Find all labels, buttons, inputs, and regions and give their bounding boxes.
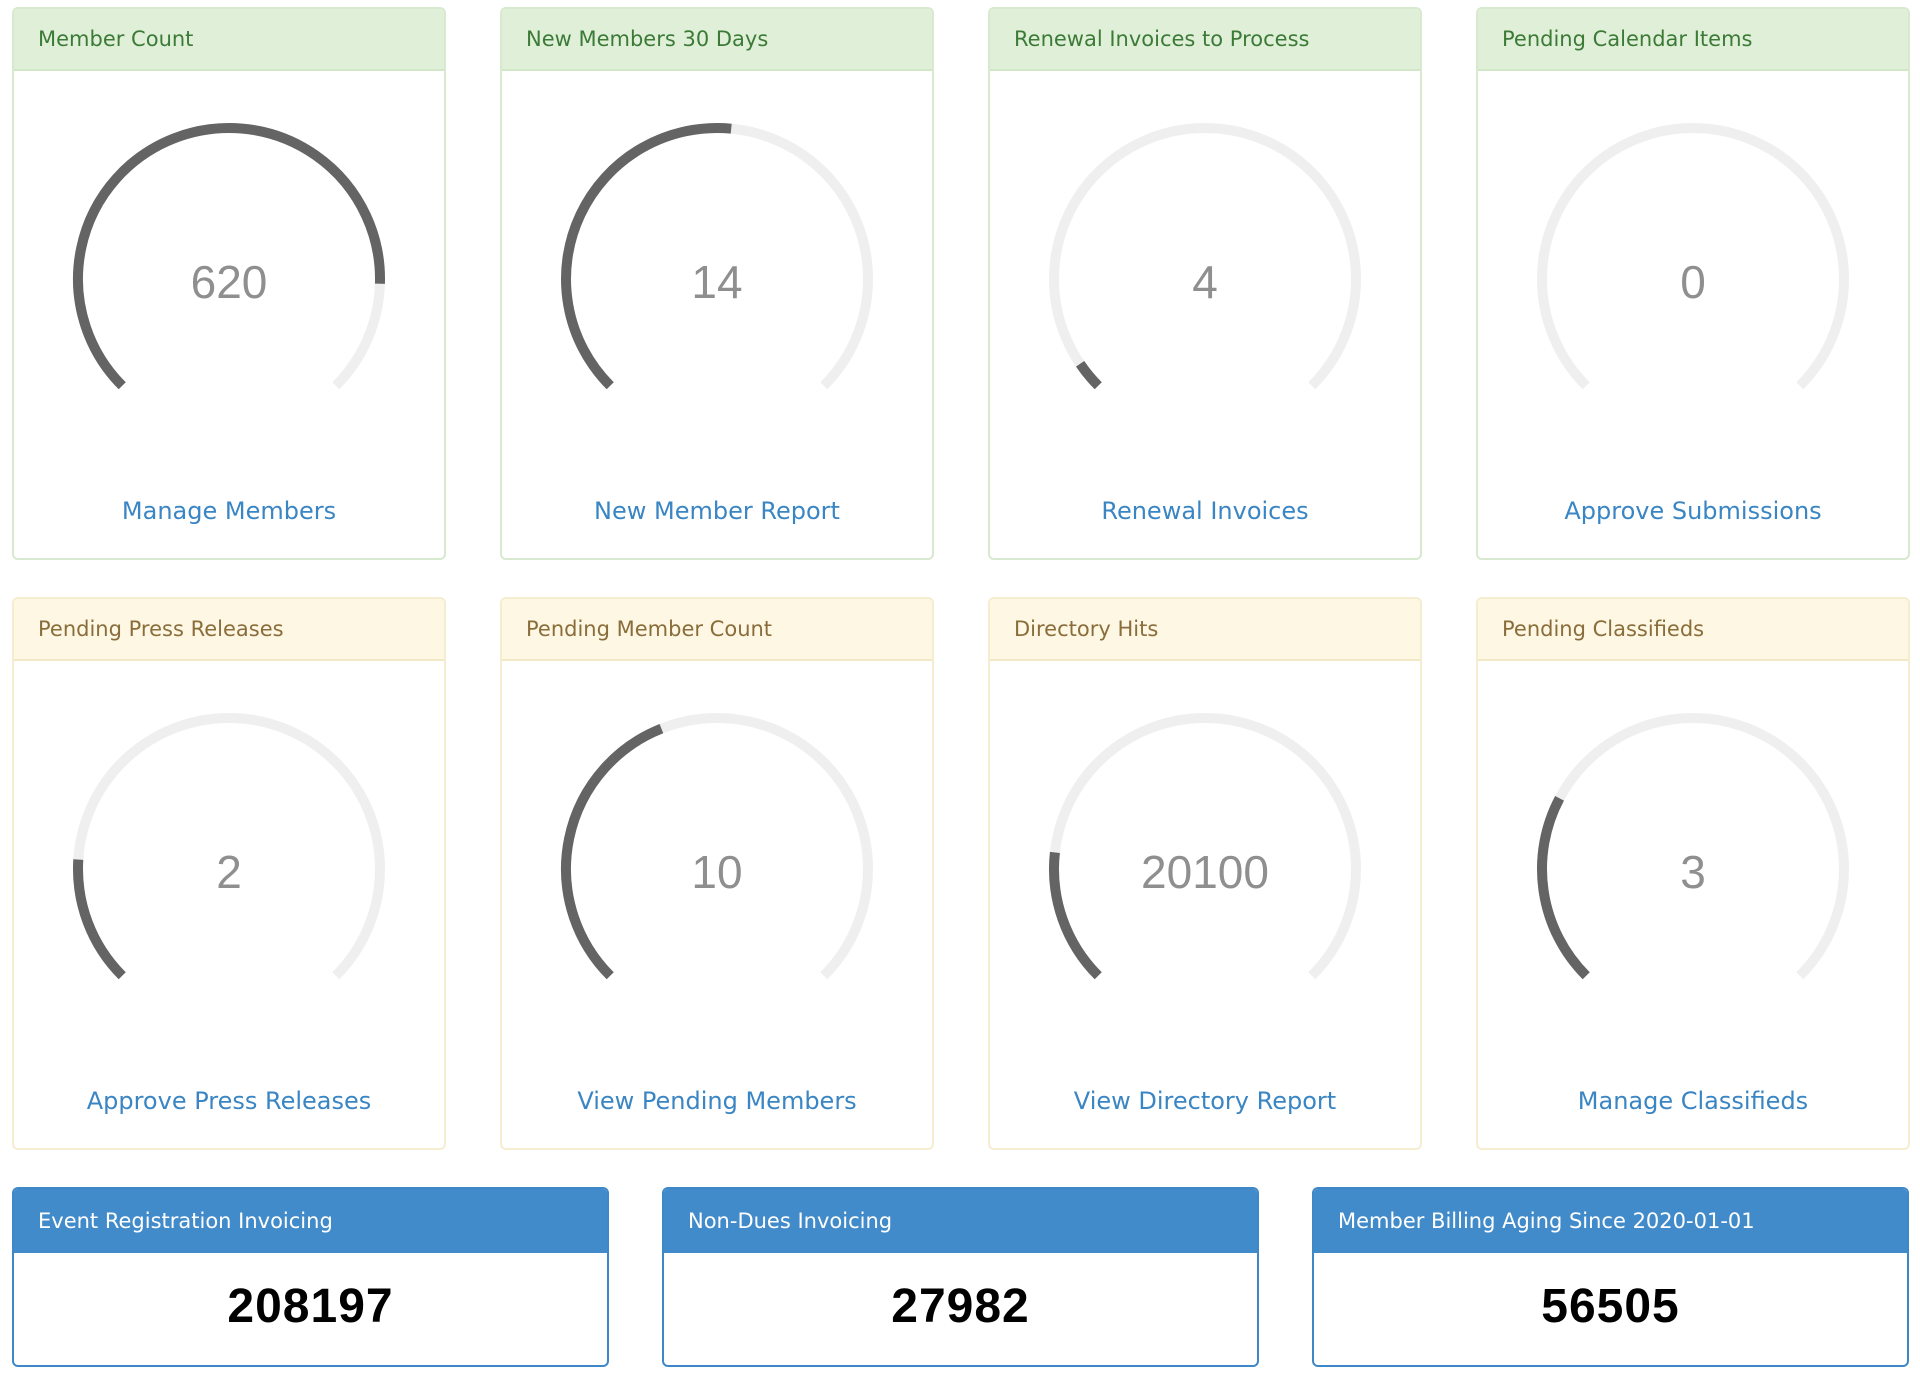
- gauge-fill: [1049, 851, 1102, 980]
- gauge-value: 620: [190, 256, 268, 308]
- stat-title: Non-Dues Invoicing: [664, 1189, 1257, 1253]
- gauge-value: 4: [1192, 256, 1218, 308]
- gauge-arc: [561, 712, 873, 980]
- stat-card-non-dues-invoicing[interactable]: Non-Dues Invoicing 27982: [662, 1187, 1259, 1367]
- card-title: Pending Member Count: [502, 599, 932, 661]
- gauge-card-new-members: New Members 30 Days 14 New Member Report: [500, 7, 934, 560]
- gauge-card-directory-hits: Directory Hits 20100 View Directory Repo…: [988, 597, 1422, 1150]
- gauge-track: [1537, 122, 1849, 390]
- gauge-fill: [561, 123, 732, 390]
- card-title: Directory Hits: [990, 599, 1420, 661]
- gauge-value: 0: [1680, 256, 1706, 308]
- card-title: Member Count: [14, 9, 444, 71]
- stat-title: Member Billing Aging Since 2020-01-01: [1314, 1189, 1907, 1253]
- gauge: 620: [59, 119, 399, 419]
- gauge: 10: [547, 709, 887, 1009]
- gauge-value: 10: [691, 846, 743, 898]
- gauge-fill: [561, 723, 664, 980]
- gauge-arc: [1537, 122, 1849, 390]
- manage-classifieds-link[interactable]: Manage Classifieds: [1577, 1087, 1809, 1115]
- gauge-value: 14: [691, 256, 743, 308]
- gauge-card-renewal-invoices: Renewal Invoices to Process 4 Renewal In…: [988, 7, 1422, 560]
- stat-title: Event Registration Invoicing: [14, 1189, 607, 1253]
- view-pending-members-link[interactable]: View Pending Members: [577, 1087, 857, 1115]
- gauge-value: 20100: [1141, 846, 1269, 898]
- gauge: 0: [1523, 119, 1863, 419]
- gauge-arc: [1537, 712, 1849, 980]
- gauge-fill: [73, 859, 126, 980]
- gauge-value: 2: [216, 846, 242, 898]
- approve-press-releases-link[interactable]: Approve Press Releases: [86, 1087, 372, 1115]
- gauge-card-pending-member-count: Pending Member Count 10 View Pending Mem…: [500, 597, 934, 1150]
- gauge: 14: [547, 119, 887, 419]
- view-directory-report-link[interactable]: View Directory Report: [1073, 1087, 1337, 1115]
- card-title: Pending Calendar Items: [1478, 9, 1908, 71]
- gauge-fill: [1537, 796, 1590, 980]
- stat-card-member-billing-aging[interactable]: Member Billing Aging Since 2020-01-01 56…: [1312, 1187, 1909, 1367]
- gauge-card-pending-press-releases: Pending Press Releases 2 Approve Press R…: [12, 597, 446, 1150]
- gauge-track: [1049, 122, 1361, 390]
- card-title: Renewal Invoices to Process: [990, 9, 1420, 71]
- stat-value: 208197: [227, 1280, 394, 1333]
- gauge: 4: [1035, 119, 1375, 419]
- card-title: Pending Classifieds: [1478, 599, 1908, 661]
- gauge-arc: [73, 712, 385, 980]
- gauge: 3: [1523, 709, 1863, 1009]
- gauge-fill: [1075, 360, 1102, 390]
- gauge: 20100: [1035, 709, 1375, 1009]
- gauge-arc: [1049, 712, 1361, 980]
- approve-submissions-link[interactable]: Approve Submissions: [1564, 497, 1822, 525]
- new-member-report-link[interactable]: New Member Report: [594, 497, 840, 525]
- stat-card-event-registration-invoicing[interactable]: Event Registration Invoicing 208197: [12, 1187, 609, 1367]
- manage-members-link[interactable]: Manage Members: [121, 497, 337, 525]
- gauge-arc: [561, 122, 873, 390]
- card-title: New Members 30 Days: [502, 9, 932, 71]
- gauge-arc: [73, 122, 385, 390]
- stat-value: 56505: [1541, 1280, 1680, 1333]
- gauge-value: 3: [1680, 846, 1706, 898]
- gauge-card-pending-classifieds: Pending Classifieds 3 Manage Classifieds: [1476, 597, 1910, 1150]
- gauge-card-pending-calendar: Pending Calendar Items 0 Approve Submiss…: [1476, 7, 1910, 560]
- card-title: Pending Press Releases: [14, 599, 444, 661]
- gauge: 2: [59, 709, 399, 1009]
- gauge-card-member-count: Member Count 620 Manage Members: [12, 7, 446, 560]
- renewal-invoices-link[interactable]: Renewal Invoices: [1101, 497, 1309, 525]
- stat-value: 27982: [891, 1280, 1030, 1333]
- gauge-arc: [1049, 122, 1361, 390]
- gauge-fill: [73, 123, 385, 390]
